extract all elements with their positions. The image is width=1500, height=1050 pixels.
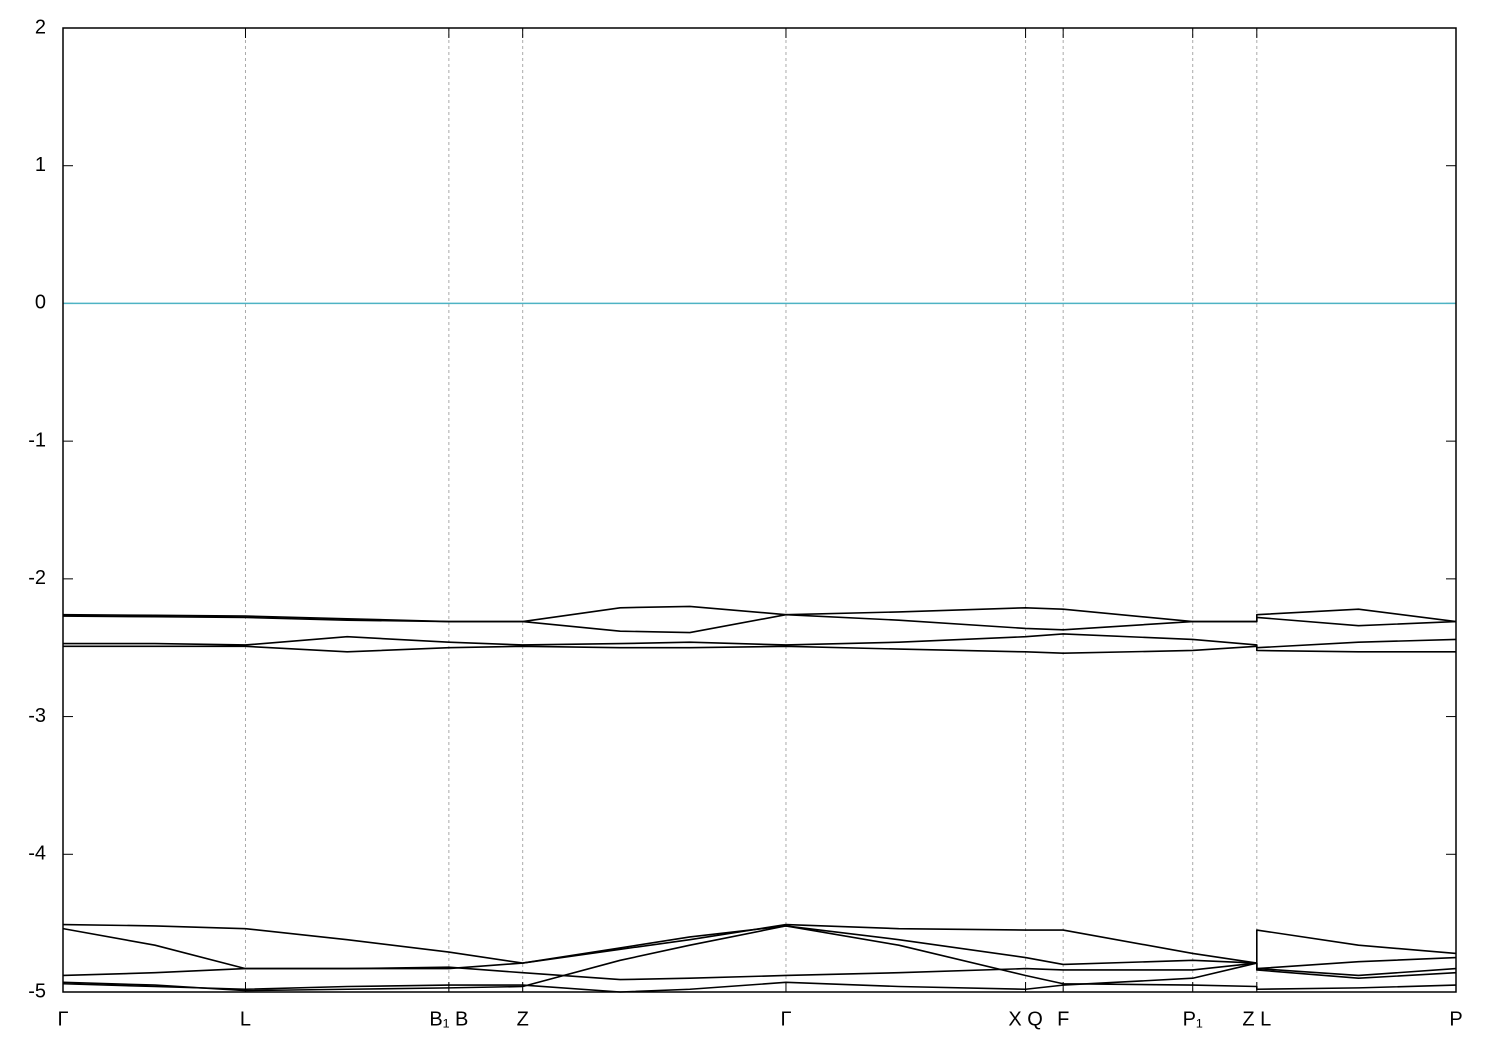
x-tick-label: X Q <box>1008 1008 1042 1030</box>
x-tick-label: F <box>1057 1008 1069 1030</box>
y-tick-label: -5 <box>28 980 46 1002</box>
y-tick-label: -3 <box>28 705 46 727</box>
y-tick-label: 1 <box>35 154 46 176</box>
y-tick-label: -1 <box>28 429 46 451</box>
x-tick-label: Γ <box>57 1008 68 1030</box>
band-line <box>62 962 1457 993</box>
band-line <box>62 925 1457 992</box>
y-tick-label: 2 <box>35 16 46 38</box>
x-tick-label: Γ <box>780 1008 791 1030</box>
x-tick-label: B₁ B <box>429 1008 468 1030</box>
band-line <box>62 923 1457 964</box>
band-line <box>62 613 1457 634</box>
y-tick-label: 0 <box>35 292 46 314</box>
y-tick-label: -2 <box>28 567 46 589</box>
x-tick-label: L <box>240 1008 251 1030</box>
x-tick-label: Z <box>517 1008 529 1030</box>
x-tick-label: P₁ <box>1183 1008 1203 1030</box>
y-tick-label: -4 <box>28 843 46 865</box>
x-tick-label: Z L <box>1242 1008 1271 1030</box>
plot-frame <box>62 27 1457 993</box>
band-line <box>63 645 1456 655</box>
band-line <box>63 633 1457 649</box>
x-tick-label: P <box>1449 1008 1462 1030</box>
